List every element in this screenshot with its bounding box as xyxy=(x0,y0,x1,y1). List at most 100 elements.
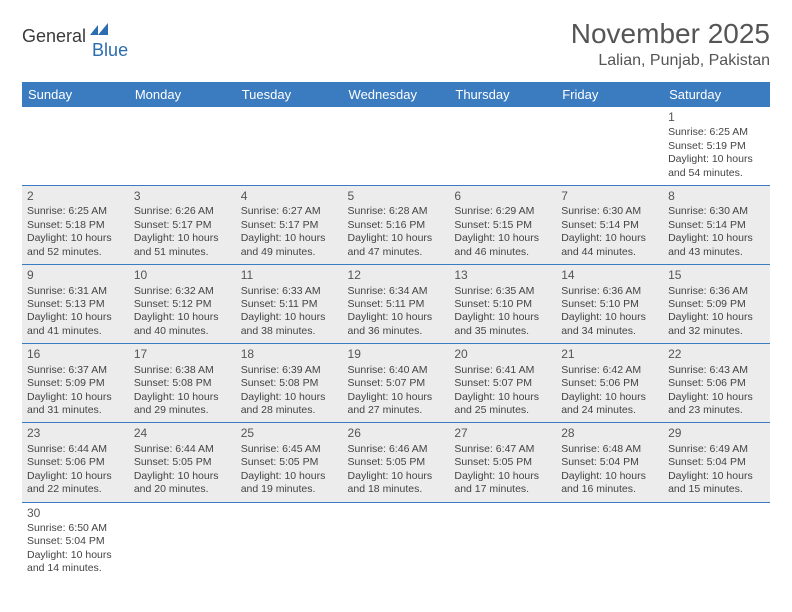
sunset-text: Sunset: 5:15 PM xyxy=(454,219,551,232)
daylight-text: Daylight: 10 hours and 51 minutes. xyxy=(134,232,231,259)
sunrise-text: Sunrise: 6:30 AM xyxy=(561,205,658,218)
calendar-cell: 16Sunrise: 6:37 AMSunset: 5:09 PMDayligh… xyxy=(22,344,129,423)
title-block: November 2025 Lalian, Punjab, Pakistan xyxy=(571,18,770,70)
sunrise-text: Sunrise: 6:38 AM xyxy=(134,364,231,377)
day-number: 3 xyxy=(134,189,231,204)
day-number: 16 xyxy=(27,347,124,362)
sunset-text: Sunset: 5:10 PM xyxy=(454,298,551,311)
sunrise-text: Sunrise: 6:27 AM xyxy=(241,205,338,218)
sunrise-text: Sunrise: 6:36 AM xyxy=(561,285,658,298)
calendar-cell: 12Sunrise: 6:34 AMSunset: 5:11 PMDayligh… xyxy=(343,265,450,344)
day-header: Tuesday xyxy=(236,82,343,107)
sunset-text: Sunset: 5:12 PM xyxy=(134,298,231,311)
sunrise-text: Sunrise: 6:47 AM xyxy=(454,443,551,456)
sunrise-text: Sunrise: 6:48 AM xyxy=(561,443,658,456)
logo: General Blue xyxy=(22,18,128,47)
day-number: 21 xyxy=(561,347,658,362)
day-number: 13 xyxy=(454,268,551,283)
calendar-cell: 15Sunrise: 6:36 AMSunset: 5:09 PMDayligh… xyxy=(663,265,770,344)
logo-text-general: General xyxy=(22,26,86,47)
header: General Blue November 2025 Lalian, Punja… xyxy=(22,18,770,70)
calendar-cell: 11Sunrise: 6:33 AMSunset: 5:11 PMDayligh… xyxy=(236,265,343,344)
sunset-text: Sunset: 5:05 PM xyxy=(348,456,445,469)
calendar-cell: 4Sunrise: 6:27 AMSunset: 5:17 PMDaylight… xyxy=(236,186,343,265)
logo-text-blue: Blue xyxy=(92,40,128,61)
day-number: 20 xyxy=(454,347,551,362)
sunrise-text: Sunrise: 6:34 AM xyxy=(348,285,445,298)
calendar-cell: 5Sunrise: 6:28 AMSunset: 5:16 PMDaylight… xyxy=(343,186,450,265)
daylight-text: Daylight: 10 hours and 40 minutes. xyxy=(134,311,231,338)
day-number: 30 xyxy=(27,506,124,521)
day-number: 6 xyxy=(454,189,551,204)
day-number: 11 xyxy=(241,268,338,283)
daylight-text: Daylight: 10 hours and 49 minutes. xyxy=(241,232,338,259)
day-number: 7 xyxy=(561,189,658,204)
calendar-cell xyxy=(129,502,236,581)
sunset-text: Sunset: 5:04 PM xyxy=(561,456,658,469)
calendar-cell: 19Sunrise: 6:40 AMSunset: 5:07 PMDayligh… xyxy=(343,344,450,423)
day-number: 8 xyxy=(668,189,765,204)
calendar-row: 2Sunrise: 6:25 AMSunset: 5:18 PMDaylight… xyxy=(22,186,770,265)
day-number: 26 xyxy=(348,426,445,441)
calendar-row: 16 Sunrise: 6:37 AMSunset: 5:09 PM Dayligh… xyxy=(22,344,770,423)
sunset-text: Sunset: 5:07 PM xyxy=(454,377,551,390)
sunrise-text: Sunrise: 6:28 AM xyxy=(348,205,445,218)
day-number: 2 xyxy=(27,189,124,204)
sunrise-text: Sunrise: 6:25 AM xyxy=(27,205,124,218)
sunrise-text: Sunrise: 6:33 AM xyxy=(241,285,338,298)
sunrise-text: Sunrise: 6:36 AM xyxy=(668,285,765,298)
day-number: 12 xyxy=(348,268,445,283)
calendar-cell xyxy=(129,107,236,186)
sunrise-text: Sunrise: 6:43 AM xyxy=(668,364,765,377)
daylight-text: Daylight: 10 hours and 27 minutes. xyxy=(348,391,445,418)
daylight-text: Daylight: 10 hours and 38 minutes. xyxy=(241,311,338,338)
day-number: 19 xyxy=(348,347,445,362)
daylight-text: Daylight: 10 hours and 46 minutes. xyxy=(454,232,551,259)
calendar-cell: 14Sunrise: 6:36 AMSunset: 5:10 PMDayligh… xyxy=(556,265,663,344)
calendar-cell: 21 Sunrise: 6:42 AMSunset: 5:06 PMDayligh… xyxy=(556,344,663,423)
daylight-text: Daylight: 10 hours and 54 minutes. xyxy=(668,153,765,180)
calendar-cell: 27Sunrise: 6:47 AMSunset: 5:05 PMDayligh… xyxy=(449,423,556,502)
sunset-text: Sunset: 5:05 PM xyxy=(134,456,231,469)
sunrise-text: Sunrise: 6:46 AM xyxy=(348,443,445,456)
calendar-cell: 24Sunrise: 6:44 AMSunset: 5:05 PMDayligh… xyxy=(129,423,236,502)
calendar-cell xyxy=(343,107,450,186)
day-header: Wednesday xyxy=(343,82,450,107)
location: Lalian, Punjab, Pakistan xyxy=(571,52,770,70)
day-number: 5 xyxy=(348,189,445,204)
calendar-cell xyxy=(236,502,343,581)
calendar-cell: 7Sunrise: 6:30 AMSunset: 5:14 PMDaylight… xyxy=(556,186,663,265)
calendar-cell xyxy=(449,502,556,581)
sunrise-text: Sunrise: 6:44 AM xyxy=(27,443,124,456)
day-number: 28 xyxy=(561,426,658,441)
sunrise-text: Sunrise: 6:42 AM xyxy=(561,364,658,377)
sunset-text: Sunset: 5:14 PM xyxy=(668,219,765,232)
daylight-text: Daylight: 10 hours and 24 minutes. xyxy=(561,391,658,418)
day-number: 4 xyxy=(241,189,338,204)
calendar-cell: 25Sunrise: 6:45 AMSunset: 5:05 PMDayligh… xyxy=(236,423,343,502)
day-number: 10 xyxy=(134,268,231,283)
calendar-row: 23Sunrise: 6:44 AMSunset: 5:06 PMDayligh… xyxy=(22,423,770,502)
sunrise-text: Sunrise: 6:35 AM xyxy=(454,285,551,298)
daylight-text: Daylight: 10 hours and 47 minutes. xyxy=(348,232,445,259)
daylight-text: Daylight: 10 hours and 22 minutes. xyxy=(27,470,124,497)
sunrise-text: Sunrise: 6:31 AM xyxy=(27,285,124,298)
sunrise-text: Sunrise: 6:44 AM xyxy=(134,443,231,456)
sunrise-text: Sunrise: 6:32 AM xyxy=(134,285,231,298)
sunset-text: Sunset: 5:09 PM xyxy=(27,377,124,390)
day-header-row: Sunday Monday Tuesday Wednesday Thursday… xyxy=(22,82,770,107)
day-number: 14 xyxy=(561,268,658,283)
calendar-cell xyxy=(236,107,343,186)
calendar-cell: 26Sunrise: 6:46 AMSunset: 5:05 PMDayligh… xyxy=(343,423,450,502)
calendar-cell: 28Sunrise: 6:48 AMSunset: 5:04 PMDayligh… xyxy=(556,423,663,502)
calendar-cell xyxy=(22,107,129,186)
daylight-text: Daylight: 10 hours and 32 minutes. xyxy=(668,311,765,338)
day-number: 29 xyxy=(668,426,765,441)
daylight-text: Daylight: 10 hours and 17 minutes. xyxy=(454,470,551,497)
sunset-text: Sunset: 5:06 PM xyxy=(561,377,658,390)
daylight-text: Daylight: 10 hours and 44 minutes. xyxy=(561,232,658,259)
daylight-text: Daylight: 10 hours and 20 minutes. xyxy=(134,470,231,497)
daylight-text: Daylight: 10 hours and 28 minutes. xyxy=(241,391,338,418)
sunrise-text: Sunrise: 6:37 AM xyxy=(27,364,124,377)
calendar-cell: 29Sunrise: 6:49 AMSunset: 5:04 PMDayligh… xyxy=(663,423,770,502)
